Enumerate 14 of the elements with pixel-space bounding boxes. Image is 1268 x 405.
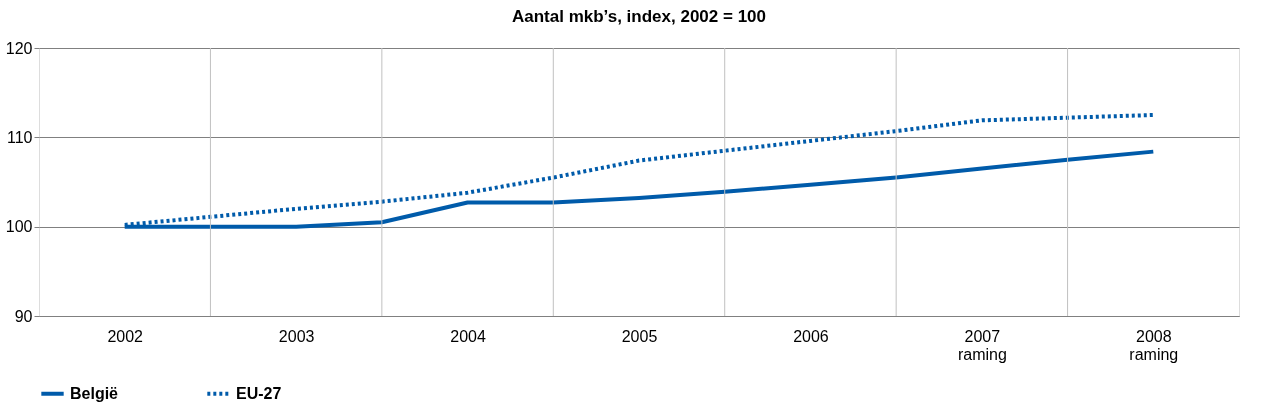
legend-label: EU-27 [236,384,282,402]
legend-label: België [70,384,119,402]
x-tick-label: 2002 [107,327,144,345]
x-tick-label: 2006 [793,327,829,345]
y-tick-label: 110 [6,128,33,146]
x-tick-label: 2003 [278,327,315,345]
y-tick-label: 100 [5,218,33,236]
x-tick-label: 2004 [450,327,486,345]
x-tick-label: 2008 raming [1129,327,1179,363]
y-tick-label: 90 [14,307,33,325]
x-tick-label: 2007 raming [957,327,1007,363]
x-tick-label: 2005 [621,327,658,345]
chart-title: Aantal mkb’s, index, 2002 = 100 [511,7,767,26]
y-tick-label: 120 [5,39,33,57]
